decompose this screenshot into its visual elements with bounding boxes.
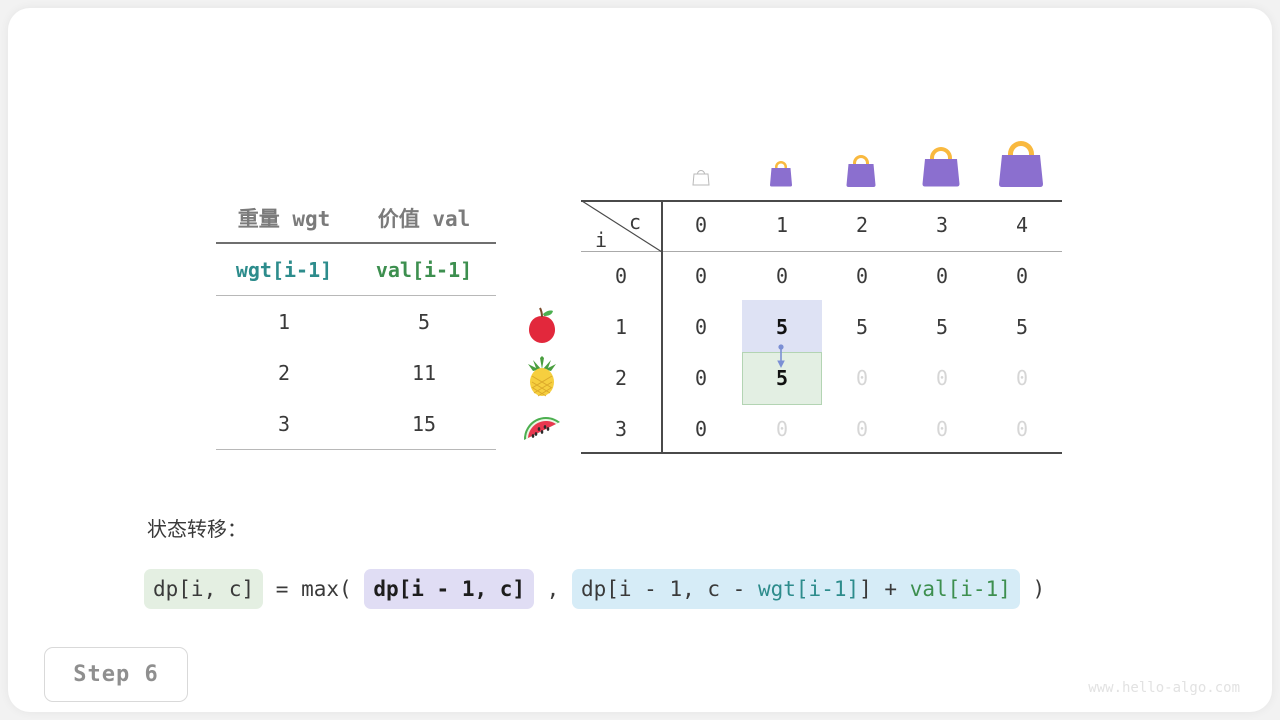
bag-size-3-icon <box>916 139 966 192</box>
formula-lhs-chip: dp[i, c] <box>144 569 264 609</box>
state-transition-formula: dp[i, c] = max( dp[i - 1, c] , dp[i - 1,… <box>144 568 1045 610</box>
wgt-variable-label: wgt[i-1] <box>235 257 333 282</box>
dp-cell-0-2: 0 <box>855 264 869 288</box>
item-table-header-row: 重量 wgt 价值 val <box>216 194 496 242</box>
item-table-header-weight: 重量 wgt <box>237 207 331 231</box>
dp-cell-1-1: 5 <box>775 315 789 339</box>
dp-table: c i 0 1 2 3 4 0 1 2 3 0 0 0 0 0 0 5 5 <box>581 200 1062 454</box>
dp-cell-2-2: 0 <box>855 366 869 390</box>
dp-cell-1-3: 5 <box>935 315 949 339</box>
dp-corner-label-c: c <box>629 210 642 234</box>
watermark-url: www.hello-algo.com <box>1088 680 1240 696</box>
dp-corner-label-i: i <box>595 228 608 252</box>
formula-arg2-val-token: val[i-1] <box>909 577 1011 601</box>
bag-size-4-icon <box>992 132 1050 193</box>
dp-cell-2-4: 0 <box>1015 366 1029 390</box>
transition-arrow-icon <box>773 344 789 370</box>
dp-col-header-0: 0 <box>694 213 708 237</box>
dp-col-header-4: 4 <box>1015 213 1029 237</box>
item-table-header-value: 价值 val <box>377 207 471 231</box>
dp-cell-0-0: 0 <box>694 264 708 288</box>
dp-cell-1-2: 5 <box>855 315 869 339</box>
item-table-row: 3 15 <box>216 398 496 449</box>
item-value-1: 5 <box>417 309 431 334</box>
dp-cell-1-0: 0 <box>694 315 708 339</box>
dp-table-rule-bottom <box>581 452 1062 454</box>
item-table-row: 2 11 <box>216 347 496 398</box>
dp-cell-3-0: 0 <box>694 417 708 441</box>
item-weight-3: 3 <box>277 411 291 436</box>
formula-close-paren: ) <box>1019 577 1046 601</box>
item-table-row: 1 5 <box>216 296 496 347</box>
dp-table-rule-header <box>581 251 1062 252</box>
formula-arg2-chip: dp[i - 1, c - wgt[i-1]] + val[i-1] <box>571 569 1020 609</box>
dp-cell-2-0: 0 <box>694 366 708 390</box>
slide-card: 重量 wgt 价值 val wgt[i-1] val[i-1] 1 5 2 11… <box>8 8 1272 712</box>
dp-table-vertical-divider <box>661 200 663 454</box>
item-table-rule-bottom <box>216 449 496 450</box>
dp-cell-3-1: 0 <box>775 417 789 441</box>
formula-comma: , <box>534 577 572 601</box>
dp-cell-2-1: 5 <box>775 366 789 390</box>
dp-cell-0-1: 0 <box>775 264 789 288</box>
dp-row-header-3: 3 <box>614 417 628 441</box>
dp-col-header-3: 3 <box>935 213 949 237</box>
item-weight-1: 1 <box>277 309 291 334</box>
dp-corner-diagonal-icon <box>581 200 663 253</box>
bag-size-1-icon <box>764 155 798 191</box>
pineapple-icon <box>520 355 564 399</box>
dp-row-header-0: 0 <box>614 264 628 288</box>
state-transition-label: 状态转移： <box>147 517 247 541</box>
watermelon-icon <box>520 406 564 450</box>
dp-cell-1-4: 5 <box>1015 315 1029 339</box>
dp-row-header-2: 2 <box>614 366 628 390</box>
formula-arg2-wgt-token: wgt[i-1] <box>757 577 860 601</box>
apple-icon <box>520 304 564 348</box>
item-table: 重量 wgt 价值 val wgt[i-1] val[i-1] 1 5 2 11… <box>216 194 496 450</box>
dp-row-header-1: 1 <box>614 315 628 339</box>
dp-cell-0-3: 0 <box>935 264 949 288</box>
dp-cell-2-3: 0 <box>935 366 949 390</box>
dp-cell-3-3: 0 <box>935 417 949 441</box>
formula-arg2-prefix: dp[i - 1, c - <box>580 577 758 601</box>
item-value-3: 15 <box>411 411 437 436</box>
item-table-rule-top <box>216 242 496 244</box>
item-value-2: 11 <box>411 360 437 385</box>
bag-empty-icon <box>689 166 713 190</box>
dp-cell-0-4: 0 <box>1015 264 1029 288</box>
item-table-rule-mid <box>216 295 496 296</box>
val-variable-label: val[i-1] <box>375 257 473 282</box>
dp-table-rule-top <box>581 200 1062 202</box>
formula-arg1-chip: dp[i - 1, c] <box>364 569 535 609</box>
step-badge: Step 6 <box>44 647 188 702</box>
dp-col-header-1: 1 <box>775 213 789 237</box>
formula-arg2-middle: ] + <box>859 577 910 601</box>
item-table-variable-row: wgt[i-1] val[i-1] <box>216 244 496 295</box>
bag-size-2-icon <box>840 148 882 192</box>
formula-equals-max: = max( <box>263 577 365 601</box>
highlight-source-cell <box>742 300 822 352</box>
dp-col-header-2: 2 <box>855 213 869 237</box>
dp-cell-3-4: 0 <box>1015 417 1029 441</box>
item-weight-2: 2 <box>277 360 291 385</box>
dp-cell-3-2: 0 <box>855 417 869 441</box>
